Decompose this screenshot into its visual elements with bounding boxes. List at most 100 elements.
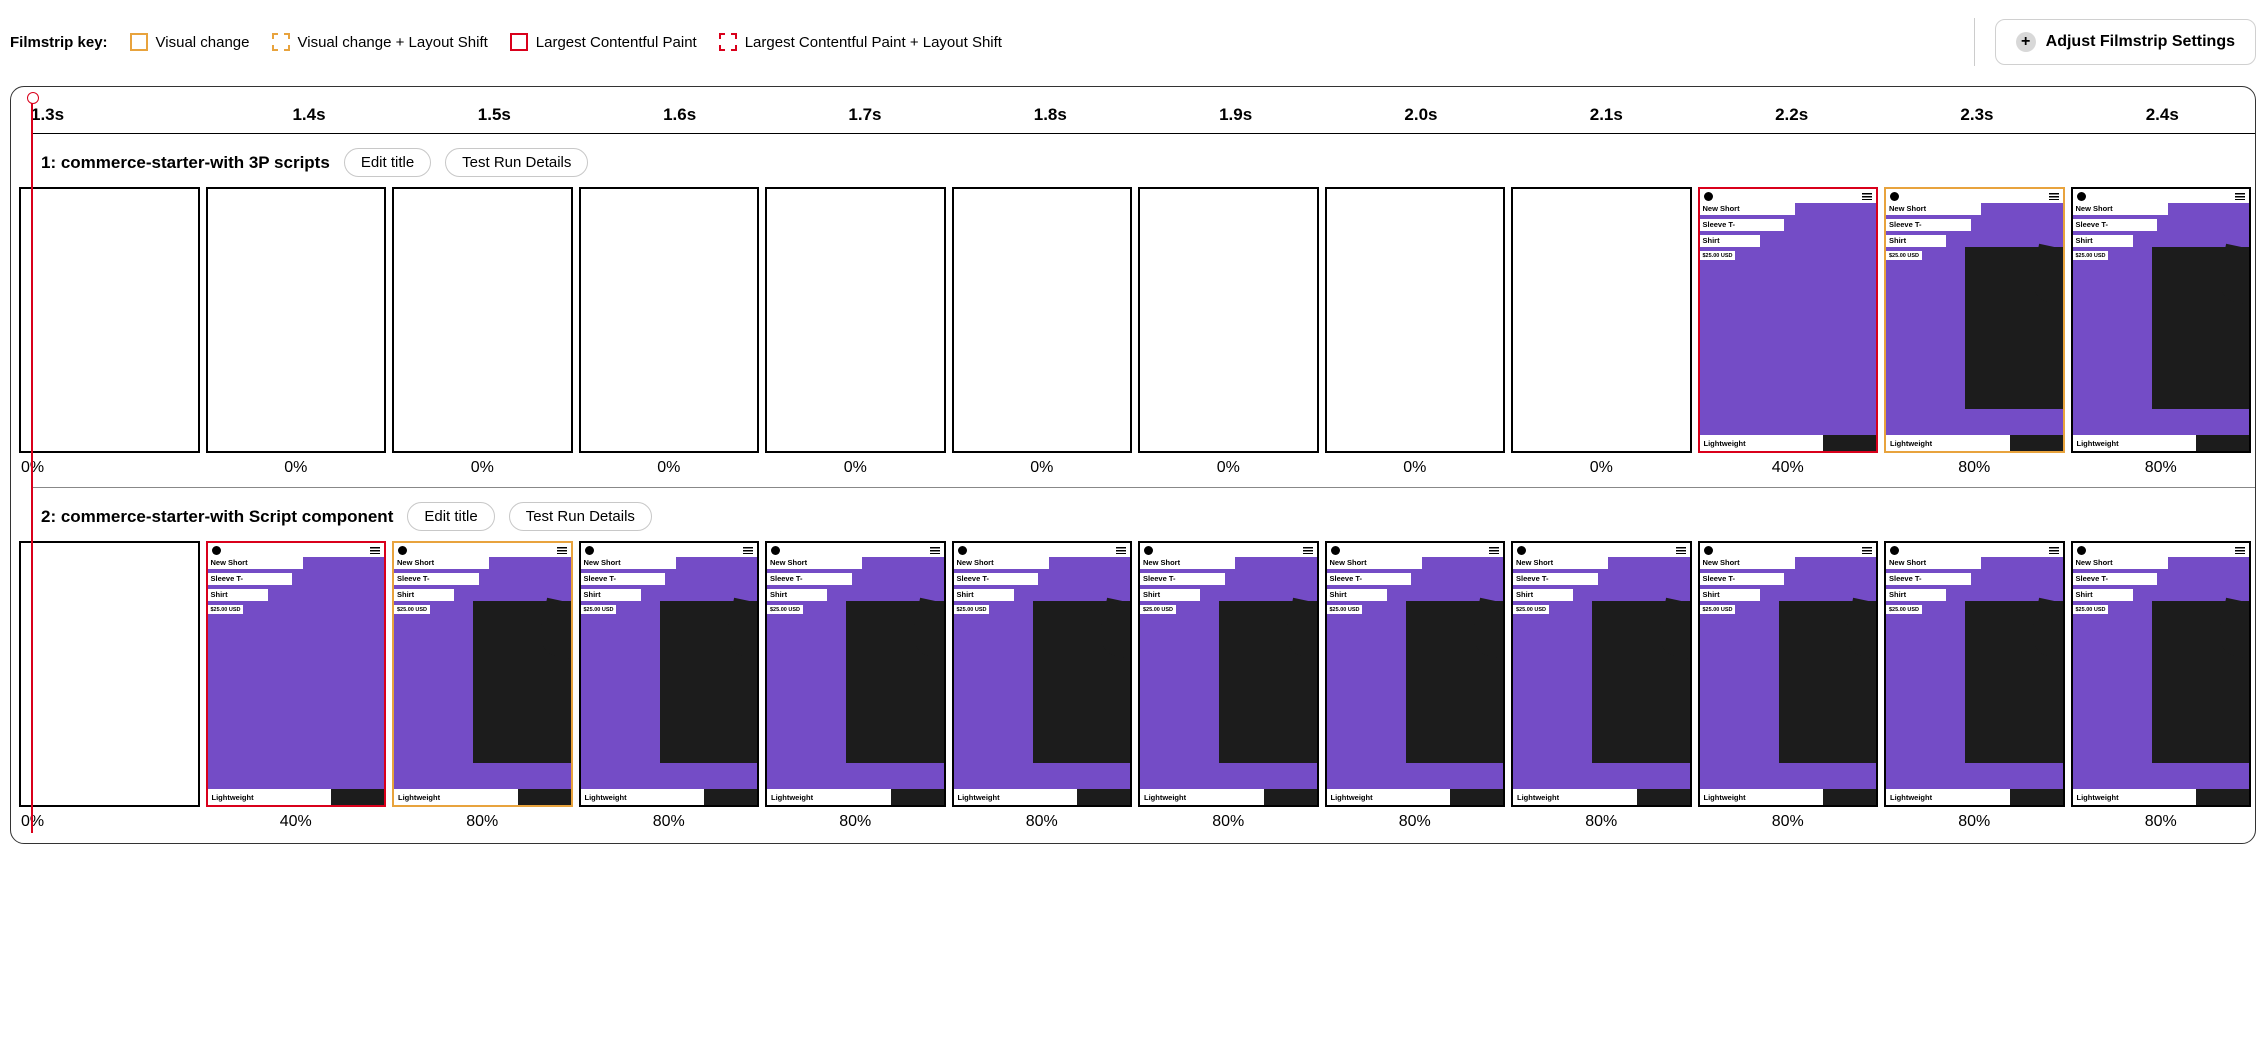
frame-column: New ShortSleeve T-Shirt$25.00 USDLightwe… <box>765 541 946 831</box>
frame-visual-progress: 80% <box>2145 459 2177 477</box>
filmstrip-frame[interactable] <box>1325 187 1506 453</box>
product-title-line: New Short <box>1886 557 1981 569</box>
product-title-line: Sleeve T- <box>2073 573 2158 585</box>
tshirt-graphic-icon <box>1965 601 2062 763</box>
product-price: $25.00 USD <box>2073 605 2109 614</box>
frame-visual-progress: 0% <box>471 459 494 477</box>
frame-thumbnail: New ShortSleeve T-Shirt$25.00 USDLightwe… <box>1886 543 2063 805</box>
run-block: 1: commerce-starter-with 3P scriptsEdit … <box>31 134 2255 477</box>
hamburger-icon <box>743 547 753 554</box>
hamburger-icon <box>2049 193 2059 200</box>
edit-title-button[interactable]: Edit title <box>407 502 494 531</box>
filmstrip-frame[interactable]: New ShortSleeve T-Shirt$25.00 USDLightwe… <box>206 541 387 807</box>
product-tag: Lightweight <box>208 789 332 805</box>
filmstrip-frame[interactable] <box>19 187 200 453</box>
frame-visual-progress: 80% <box>1958 813 1990 831</box>
filmstrip-frame[interactable] <box>952 187 1133 453</box>
tshirt-graphic-icon <box>1033 601 1130 763</box>
filmstrip-frame[interactable]: New ShortSleeve T-Shirt$25.00 USDLightwe… <box>392 541 573 807</box>
swatch-visual-shift-icon <box>272 33 290 51</box>
product-tag: Lightweight <box>767 789 891 805</box>
tshirt-graphic-icon <box>1965 247 2062 409</box>
product-title-line: Sleeve T- <box>208 573 293 585</box>
logo-icon <box>1331 546 1340 555</box>
timeline-tick: 2.3s <box>1884 99 2069 133</box>
hamburger-icon <box>1862 193 1872 200</box>
timeline-row: 1.3s1.4s1.5s1.6s1.7s1.8s1.9s2.0s2.1s2.2s… <box>31 99 2255 134</box>
product-title-line: Sleeve T- <box>2073 219 2158 231</box>
frame-visual-progress: 80% <box>1958 459 1990 477</box>
frame-column: 0% <box>19 541 200 831</box>
filmstrip-frame[interactable]: New ShortSleeve T-Shirt$25.00 USDLightwe… <box>1884 541 2065 807</box>
filmstrip-frame[interactable]: New ShortSleeve T-Shirt$25.00 USDLightwe… <box>2071 187 2252 453</box>
filmstrip-frame[interactable]: New ShortSleeve T-Shirt$25.00 USDLightwe… <box>1698 187 1879 453</box>
product-price: $25.00 USD <box>1513 605 1549 614</box>
frame-column: New ShortSleeve T-Shirt$25.00 USDLightwe… <box>1698 541 1879 831</box>
frame-visual-progress: 80% <box>1585 813 1617 831</box>
legend-text: Largest Contentful Paint + Layout Shift <box>745 34 1002 51</box>
run-header: 1: commerce-starter-with 3P scriptsEdit … <box>31 144 2255 187</box>
frames-row: 0%0%0%0%0%0%0%0%0%New ShortSleeve T-Shir… <box>19 187 2255 477</box>
legend-item-lcp: Largest Contentful Paint <box>510 33 697 51</box>
filmstrip-frame[interactable] <box>765 187 946 453</box>
filmstrip-frame[interactable]: New ShortSleeve T-Shirt$25.00 USDLightwe… <box>1325 541 1506 807</box>
timeline-tick: 2.1s <box>1514 99 1699 133</box>
product-title-line: New Short <box>2073 557 2168 569</box>
tshirt-graphic-icon <box>473 601 570 763</box>
filmstrip-frame[interactable] <box>1511 187 1692 453</box>
product-title-line: New Short <box>1513 557 1608 569</box>
frame-visual-progress: 80% <box>839 813 871 831</box>
filmstrip-frame[interactable]: New ShortSleeve T-Shirt$25.00 USDLightwe… <box>1698 541 1879 807</box>
frame-visual-progress: 80% <box>1772 813 1804 831</box>
filmstrip-frame[interactable] <box>19 541 200 807</box>
product-title-line: Sleeve T- <box>1327 573 1412 585</box>
frame-column: 0% <box>19 187 200 477</box>
frame-column: New ShortSleeve T-Shirt$25.00 USDLightwe… <box>1698 187 1879 477</box>
product-title-line: Shirt <box>1513 589 1573 601</box>
adjust-filmstrip-button[interactable]: + Adjust Filmstrip Settings <box>1995 19 2256 65</box>
product-price: $25.00 USD <box>1886 251 1922 260</box>
frame-thumbnail: New ShortSleeve T-Shirt$25.00 USDLightwe… <box>1700 189 1877 451</box>
product-tag: Lightweight <box>394 789 518 805</box>
filmstrip-frame[interactable]: New ShortSleeve T-Shirt$25.00 USDLightwe… <box>579 541 760 807</box>
logo-icon <box>585 546 594 555</box>
filmstrip-frame[interactable] <box>579 187 760 453</box>
frame-column: 0% <box>1325 187 1506 477</box>
product-title-line: Shirt <box>767 589 827 601</box>
product-title-line: Shirt <box>1886 589 1946 601</box>
product-price: $25.00 USD <box>954 605 990 614</box>
product-title-line: Shirt <box>954 589 1014 601</box>
hamburger-icon <box>1862 547 1872 554</box>
product-tag: Lightweight <box>954 789 1078 805</box>
frame-visual-progress: 80% <box>1212 813 1244 831</box>
test-run-details-button[interactable]: Test Run Details <box>509 502 652 531</box>
frame-thumbnail: New ShortSleeve T-Shirt$25.00 USDLightwe… <box>1513 543 1690 805</box>
playhead-marker[interactable] <box>31 97 33 833</box>
filmstrip-frame[interactable]: New ShortSleeve T-Shirt$25.00 USDLightwe… <box>1511 541 1692 807</box>
filmstrip-frame[interactable]: New ShortSleeve T-Shirt$25.00 USDLightwe… <box>952 541 1133 807</box>
product-title-line: New Short <box>581 557 676 569</box>
frame-thumbnail: New ShortSleeve T-Shirt$25.00 USDLightwe… <box>2073 543 2250 805</box>
product-title-line: Shirt <box>2073 235 2133 247</box>
filmstrip-frame[interactable] <box>1138 187 1319 453</box>
product-price: $25.00 USD <box>1140 605 1176 614</box>
product-title-line: New Short <box>394 557 489 569</box>
filmstrip-frame[interactable]: New ShortSleeve T-Shirt$25.00 USDLightwe… <box>1884 187 2065 453</box>
frame-visual-progress: 80% <box>466 813 498 831</box>
product-tag: Lightweight <box>1886 789 2010 805</box>
filmstrip-frame[interactable] <box>392 187 573 453</box>
product-price: $25.00 USD <box>581 605 617 614</box>
filmstrip-frame[interactable]: New ShortSleeve T-Shirt$25.00 USDLightwe… <box>765 541 946 807</box>
product-price: $25.00 USD <box>767 605 803 614</box>
product-title-line: New Short <box>1700 203 1795 215</box>
test-run-details-button[interactable]: Test Run Details <box>445 148 588 177</box>
edit-title-button[interactable]: Edit title <box>344 148 431 177</box>
filmstrip-frame[interactable] <box>206 187 387 453</box>
product-price: $25.00 USD <box>1886 605 1922 614</box>
filmstrip-frame[interactable]: New ShortSleeve T-Shirt$25.00 USDLightwe… <box>1138 541 1319 807</box>
product-title-line: Sleeve T- <box>954 573 1039 585</box>
frame-thumbnail: New ShortSleeve T-Shirt$25.00 USDLightwe… <box>1140 543 1317 805</box>
tshirt-graphic-icon <box>1219 601 1316 763</box>
legend-item-lcp-shift: Largest Contentful Paint + Layout Shift <box>719 33 1002 51</box>
filmstrip-frame[interactable]: New ShortSleeve T-Shirt$25.00 USDLightwe… <box>2071 541 2252 807</box>
